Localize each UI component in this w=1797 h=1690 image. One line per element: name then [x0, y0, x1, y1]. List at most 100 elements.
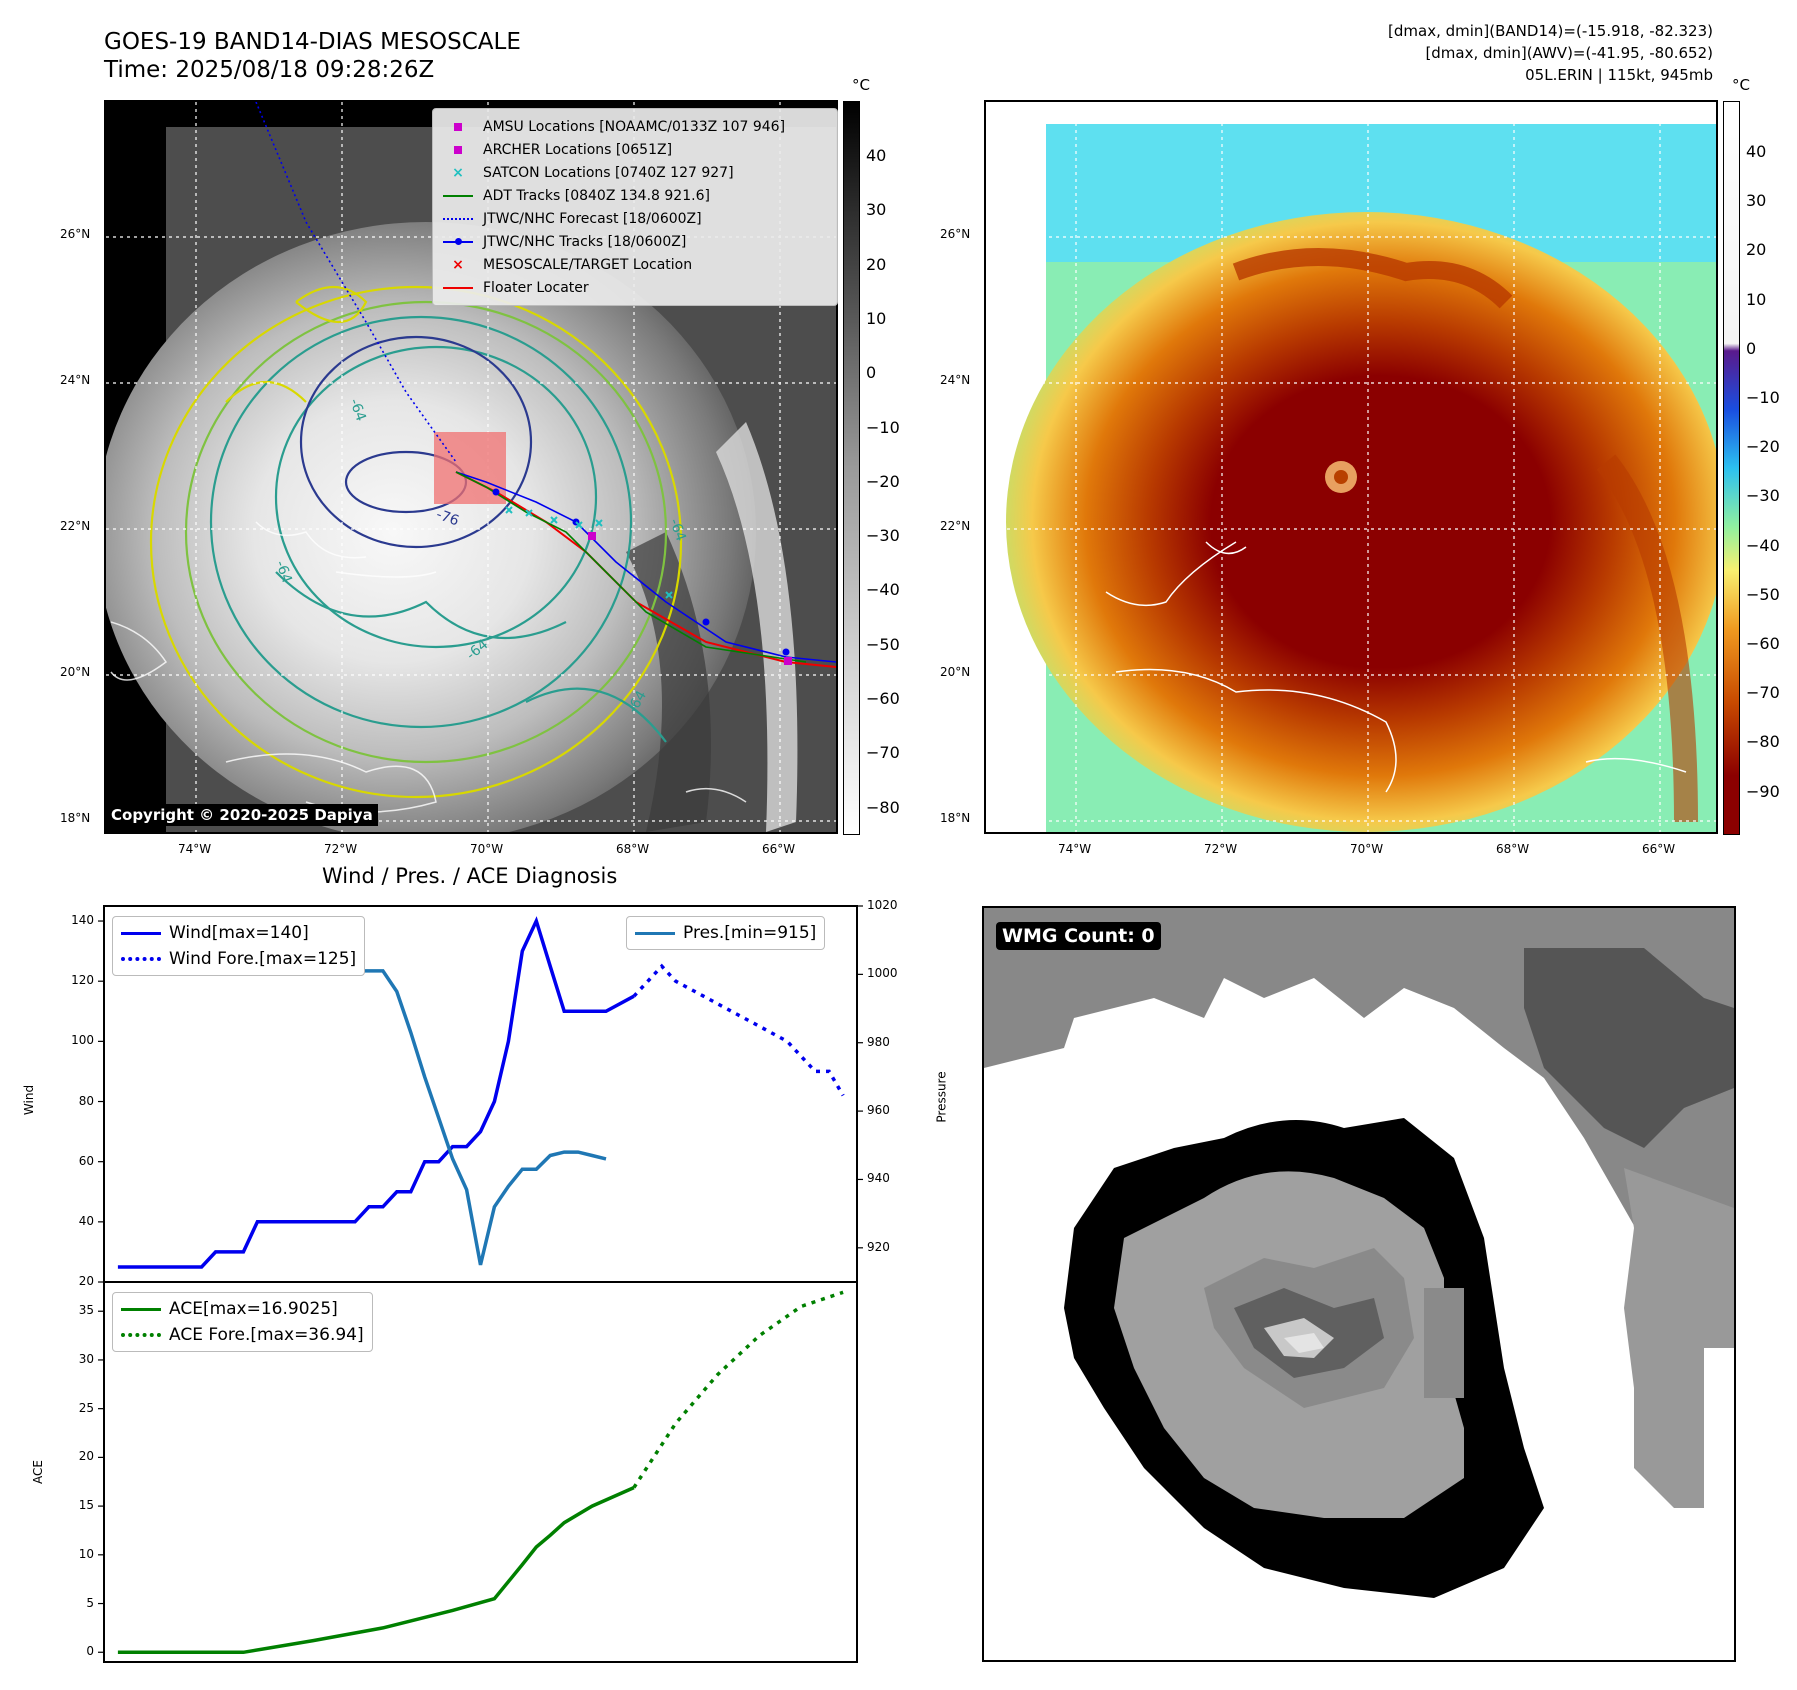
awv-colorbar [1723, 101, 1740, 835]
lon-label: 72°W [1204, 842, 1238, 856]
wind-tick-label: 60 [78, 1153, 94, 1168]
wmg-count-badge: WMG Count: 0 [996, 922, 1161, 950]
pressure-tick-label: 940 [867, 1171, 890, 1186]
line-icon [121, 1307, 161, 1311]
colorbar-unit: °C [852, 76, 870, 94]
right-colorbar-tick: −10 [1746, 388, 1780, 407]
legend-item-pressure: Pres.[min=915] [635, 920, 816, 946]
lat-label: 22°N [940, 519, 971, 533]
lon-label: 68°W [616, 842, 650, 856]
lat-label: 18°N [60, 811, 91, 825]
right-colorbar-tick: −20 [1746, 437, 1780, 457]
lat-label: 24°N [60, 373, 91, 387]
pressure-legend: Pres.[min=915] [626, 916, 826, 950]
ace-tick-label: 30 [78, 1351, 94, 1366]
legend-item-tracks: JTWC/NHC Tracks [18/0600Z] [441, 230, 829, 253]
left-colorbar-tick: −60 [866, 689, 900, 708]
lat-label: 18°N [940, 811, 971, 825]
x-marker-icon: × [452, 164, 464, 181]
line-icon [635, 931, 675, 935]
legend-item-mesoscale: × MESOSCALE/TARGET Location [441, 253, 829, 276]
left-colorbar-tick: 30 [866, 200, 887, 220]
chart-title: GOES-19 BAND14-DIAS MESOSCALE [104, 29, 521, 55]
right-colorbar-tick: 10 [1746, 289, 1767, 309]
legend-item-ace: ACE[max=16.9025] [121, 1296, 364, 1322]
left-colorbar-tick: 40 [866, 146, 887, 165]
right-colorbar-tick: −40 [1746, 535, 1780, 555]
right-colorbar-tick: −80 [1746, 732, 1780, 752]
wind-tick-label: 20 [78, 1274, 94, 1288]
lon-label: 66°W [762, 842, 796, 856]
copyright-label: Copyright © 2020-2025 Dapiya [106, 804, 378, 826]
info-band14: [dmax, dmin](BAND14)=(-15.918, -82.323) [1388, 22, 1713, 40]
lat-label: 22°N [60, 519, 91, 533]
legend-label: JTWC/NHC Tracks [18/0600Z] [483, 233, 687, 250]
series-line-wind-group-1 [632, 963, 845, 1097]
legend-label: AMSU Locations [NOAAMC/0133Z 107 946] [483, 118, 786, 135]
right-colorbar-tick: −60 [1746, 634, 1780, 653]
line-dot-icon [441, 237, 475, 245]
dotted-line-icon [441, 217, 475, 220]
info-awv: [dmax, dmin](AWV)=(-41.95, -80.652) [1425, 44, 1713, 62]
legend-item-forecast: JTWC/NHC Forecast [18/0600Z] [441, 207, 829, 230]
legend-label: MESOSCALE/TARGET Location [483, 256, 693, 273]
left-colorbar-tick: −20 [866, 471, 900, 491]
wmg-image [984, 908, 1734, 1598]
lat-label: 20°N [940, 665, 971, 679]
left-colorbar-tick: −80 [866, 797, 900, 817]
ace-legend: ACE[max=16.9025] ACE Fore.[max=36.94] [112, 1292, 373, 1352]
grayscale-colorbar [843, 101, 860, 835]
ace-tick-label: 10 [78, 1546, 94, 1561]
map-legend: AMSU Locations [NOAAMC/0133Z 107 946] AR… [432, 108, 838, 306]
wind-tick-label: 120 [71, 973, 94, 988]
dotted-line-icon [121, 1333, 161, 1337]
ace-tick-label: 0 [86, 1644, 94, 1659]
legend-label: ADT Tracks [0840Z 134.8 921.6] [483, 187, 710, 204]
ace-axis-label: ACE [30, 1460, 45, 1484]
left-colorbar-tick: 0 [866, 363, 877, 383]
pressure-tick-label: 1020 [867, 898, 898, 912]
series-line-ace-group-0 [117, 1485, 635, 1655]
legend-label: Wind[max=140] [169, 923, 309, 943]
right-colorbar-tick: 0 [1746, 338, 1757, 358]
left-colorbar-tick: −30 [866, 526, 900, 546]
lon-label: 74°W [1058, 842, 1092, 856]
wmg-panel: WMG Count: 0 [982, 906, 1736, 1662]
ace-tick-label: 5 [86, 1595, 94, 1610]
awv-map [986, 102, 1716, 832]
legend-item-adt: ADT Tracks [0840Z 134.8 921.6] [441, 184, 829, 207]
square-marker-icon [441, 145, 475, 154]
lat-label: 26°N [60, 227, 91, 241]
legend-item-wind: Wind[max=140] [121, 920, 356, 946]
wind-tick-label: 40 [78, 1213, 94, 1228]
legend-label: ARCHER Locations [0651Z] [483, 141, 673, 158]
colorbar-unit: °C [1732, 76, 1750, 94]
right-colorbar-tick: −30 [1746, 486, 1780, 506]
legend-item-amsu: AMSU Locations [NOAAMC/0133Z 107 946] [441, 115, 829, 138]
pressure-axis-label: Pressure [934, 1071, 949, 1123]
ace-tick-label: 25 [78, 1400, 94, 1415]
pressure-tick-label: 960 [867, 1103, 890, 1118]
left-colorbar-tick: −70 [866, 743, 900, 763]
lon-label: 70°W [470, 842, 504, 856]
legend-label: Wind Fore.[max=125] [169, 949, 357, 969]
wind-tick-label: 80 [78, 1093, 94, 1108]
diagnosis-title: Wind / Pres. / ACE Diagnosis [322, 864, 618, 888]
legend-label: JTWC/NHC Forecast [18/0600Z] [483, 210, 702, 227]
left-colorbar-tick: −10 [866, 417, 900, 437]
legend-label: ACE Fore.[max=36.94] [169, 1325, 364, 1345]
right-colorbar-tick: −90 [1746, 781, 1780, 801]
line-icon [441, 194, 475, 197]
lon-label: 74°W [178, 842, 212, 856]
lat-label: 26°N [940, 227, 971, 241]
info-storm: 05L.ERIN | 115kt, 945mb [1525, 66, 1713, 84]
left-colorbar-tick: −40 [866, 580, 900, 600]
x-marker-icon: × [452, 256, 464, 273]
right-colorbar-tick: −70 [1746, 683, 1780, 703]
left-colorbar-tick: 20 [866, 254, 887, 274]
left-colorbar-tick: −50 [866, 634, 900, 654]
legend-item-satcon: × SATCON Locations [0740Z 127 927] [441, 161, 829, 184]
wind-tick-label: 140 [71, 913, 94, 928]
ace-tick-label: 35 [78, 1303, 94, 1318]
ace-tick-label: 20 [78, 1449, 94, 1464]
